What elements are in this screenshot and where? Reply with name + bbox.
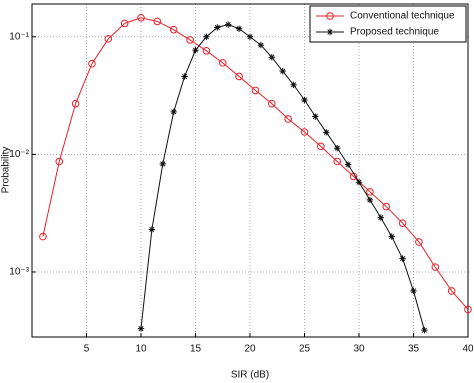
marker (268, 99, 276, 108)
legend: Conventional technique Proposed technique (309, 5, 467, 43)
marker (257, 41, 265, 49)
plot-area (32, 4, 468, 337)
marker (334, 144, 341, 152)
marker (377, 214, 384, 221)
y-axis-label: Probability (1, 147, 12, 194)
marker (301, 96, 308, 104)
x-tick-label: 25 (299, 344, 311, 355)
marker (137, 14, 145, 22)
axes-box (31, 3, 469, 338)
marker (415, 238, 423, 246)
marker (284, 115, 292, 123)
x-tick-label: 20 (244, 344, 256, 355)
x-axis-label: SIR (dB) (231, 370, 269, 381)
marker (410, 287, 417, 295)
y-tick-label: 10⁻³ (9, 267, 29, 278)
marker (235, 25, 243, 32)
marker (464, 305, 472, 314)
y-tick-label: 10⁻¹ (9, 31, 29, 42)
y-tick-label: 10⁻² (9, 149, 29, 160)
marker (170, 108, 177, 116)
x-tick-label: 35 (408, 344, 420, 355)
marker (148, 226, 156, 233)
series-line (42, 17, 469, 310)
marker (326, 12, 334, 20)
x-tick-label: 10 (135, 344, 147, 355)
marker (71, 99, 80, 108)
marker (326, 28, 334, 36)
marker (202, 46, 211, 55)
marker (421, 326, 428, 334)
marker (203, 33, 210, 40)
marker (120, 19, 129, 28)
marker (398, 219, 407, 227)
marker (279, 67, 286, 75)
marker (317, 142, 325, 151)
marker (186, 36, 194, 44)
marker (268, 54, 275, 61)
marker (366, 188, 374, 196)
marker (192, 46, 199, 54)
marker (225, 21, 232, 28)
legend-label: Proposed technique (350, 27, 439, 38)
marker (355, 179, 363, 186)
x-tick-label: 40 (462, 344, 474, 355)
marker (169, 25, 178, 34)
x-tick-label: 5 (84, 344, 90, 355)
marker (388, 233, 395, 240)
marker (246, 33, 254, 40)
x-tick-label: 30 (353, 344, 365, 355)
marker (431, 263, 440, 271)
marker (382, 202, 391, 211)
marker (214, 24, 221, 31)
marker (447, 287, 456, 295)
x-tick-label: 15 (190, 344, 202, 355)
marker (323, 129, 330, 136)
marker (366, 196, 374, 204)
legend-box (309, 5, 467, 43)
marker (88, 59, 96, 68)
marker (344, 161, 352, 168)
marker (39, 232, 47, 241)
marker (159, 160, 166, 168)
marker (399, 255, 406, 262)
marker (235, 72, 243, 81)
marker (55, 157, 64, 166)
marker (312, 113, 319, 120)
marker (251, 86, 260, 95)
marker (104, 35, 113, 43)
marker (333, 157, 342, 166)
marker (290, 81, 297, 89)
marker (181, 73, 188, 80)
marker (137, 325, 145, 332)
marker (218, 59, 227, 67)
marker (153, 17, 162, 26)
marker (300, 128, 309, 136)
legend-label: Conventional technique (350, 11, 455, 22)
